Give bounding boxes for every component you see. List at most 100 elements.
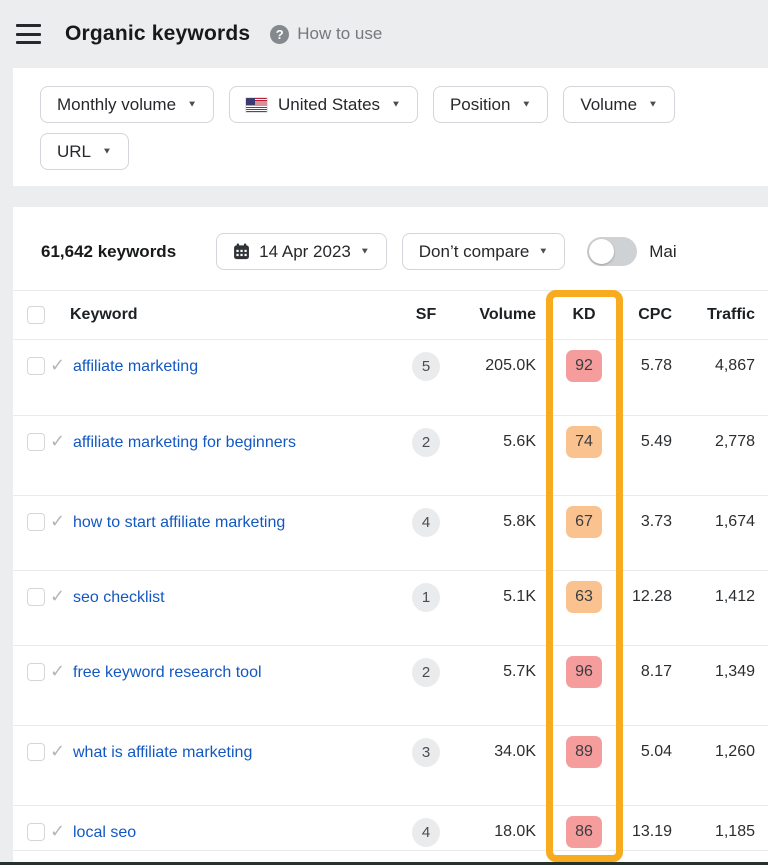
how-to-use-label: How to use: [297, 24, 383, 43]
question-mark-icon: ?: [270, 24, 290, 44]
hamburger-menu-icon[interactable]: [16, 24, 41, 44]
check-icon: ✓: [50, 431, 66, 451]
filter-button[interactable]: Position ▼: [432, 86, 549, 123]
volume-value: 5.1K: [503, 588, 536, 605]
kd-cell: 63: [546, 581, 622, 613]
keyword-cell: local seo: [73, 820, 398, 845]
keyword-link[interactable]: what is affiliate marketing: [73, 744, 253, 761]
filter-button[interactable]: Monthly volume ▼: [40, 86, 214, 123]
row-checkbox[interactable]: [27, 743, 45, 761]
filter-button[interactable]: Volume ▼: [563, 86, 675, 123]
check-icon: ✓: [50, 741, 66, 761]
keyword-link[interactable]: seo checklist: [73, 589, 165, 606]
chevron-down-icon: ▼: [538, 246, 549, 256]
filters-panel: Monthly volume ▼ United States ▼ Positio…: [13, 68, 768, 186]
toggle-label: Main: [649, 241, 677, 261]
serp-features-badge: 1: [412, 582, 440, 612]
toggle-knob: [589, 239, 615, 264]
filter-button[interactable]: United States ▼: [228, 86, 418, 123]
serp-features-badge: 3: [412, 737, 440, 767]
row-checkbox[interactable]: [27, 513, 45, 531]
compare-dropdown-button[interactable]: Don’t compare ▼: [401, 233, 566, 270]
check-icon: ✓: [50, 661, 66, 681]
kd-cell: 67: [546, 506, 622, 538]
table-row: ✓ affiliate marketing for beginners 2 5.…: [13, 416, 768, 496]
kd-badge: 89: [566, 736, 602, 768]
column-header-keyword[interactable]: Keyword: [70, 306, 138, 323]
sf-cell: 4: [398, 817, 454, 847]
column-header-sf[interactable]: SF: [415, 306, 437, 323]
keywords-count: 61,642 keywords: [41, 241, 177, 261]
keyword-link[interactable]: affiliate marketing for beginners: [73, 434, 296, 451]
filter-button-label: Position: [449, 94, 511, 114]
row-checkbox[interactable]: [27, 663, 45, 681]
serp-features-badge: 4: [412, 817, 440, 847]
sf-cell: 2: [398, 427, 454, 457]
kd-cell: 89: [546, 736, 622, 768]
cpc-value: 5.04: [640, 743, 672, 760]
compare-label: Don’t compare: [418, 241, 530, 261]
keyword-link[interactable]: local seo: [73, 824, 137, 841]
check-icon: ✓: [50, 821, 66, 841]
keyword-link[interactable]: affiliate marketing: [73, 358, 199, 375]
column-header-cpc[interactable]: CPC: [638, 306, 672, 323]
kd-badge: 74: [566, 426, 602, 458]
keyword-cell: affiliate marketing for beginners: [73, 430, 398, 455]
app-header: Organic keywords ? How to use: [0, 0, 768, 68]
traffic-value: 1,412: [714, 588, 755, 605]
column-header-volume[interactable]: Volume: [479, 306, 536, 323]
how-to-use-link[interactable]: ? How to use: [270, 24, 382, 44]
us-flag-icon: [244, 96, 268, 113]
date-label: 14 Apr 2023: [259, 241, 351, 261]
chevron-down-icon: ▼: [648, 99, 658, 109]
keyword-link[interactable]: how to start affiliate marketing: [73, 514, 286, 531]
filter-row-secondary: URL ▼: [40, 133, 768, 170]
traffic-value: 1,349: [714, 663, 755, 680]
filter-button-label: United States: [277, 94, 381, 114]
date-picker-button[interactable]: 14 Apr 2023 ▼: [216, 233, 387, 270]
kd-cell: 92: [546, 350, 622, 382]
row-checkbox[interactable]: [27, 588, 45, 606]
bottom-edge-strip: [0, 862, 768, 865]
volume-value: 5.8K: [503, 513, 536, 530]
row-checkbox[interactable]: [27, 823, 45, 841]
check-icon: ✓: [50, 511, 66, 531]
column-header-traffic[interactable]: Traffic: [706, 306, 755, 323]
traffic-value: 4,867: [714, 357, 755, 374]
filter-button-label: Monthly volume: [57, 94, 177, 114]
kd-badge: 92: [566, 350, 602, 382]
sf-cell: 4: [398, 507, 454, 537]
keyword-link[interactable]: free keyword research tool: [73, 664, 262, 681]
main-positions-toggle[interactable]: [587, 237, 638, 266]
check-icon: ✓: [50, 355, 66, 375]
keyword-cell: affiliate marketing: [73, 354, 398, 379]
sf-cell: 2: [398, 657, 454, 687]
filter-button-label: Volume: [580, 94, 638, 114]
serp-features-badge: 2: [412, 427, 440, 457]
table-row: ✓ seo checklist 1 5.1K 63 12.28 1,412: [13, 571, 768, 646]
row-checkbox[interactable]: [27, 357, 45, 375]
keyword-cell: free keyword research tool: [73, 660, 398, 685]
chevron-down-icon: ▼: [521, 99, 532, 109]
cpc-value: 8.17: [640, 663, 672, 680]
keyword-cell: seo checklist: [73, 585, 398, 610]
kd-cell: 96: [546, 656, 622, 688]
keyword-cell: how to start affiliate marketing: [73, 510, 398, 535]
table-toolbar: 61,642 keywords 14 Apr 2023 ▼ Don’t comp…: [13, 207, 768, 270]
filter-row-primary: Monthly volume ▼ United States ▼ Positio…: [40, 86, 768, 123]
traffic-value: 1,674: [714, 513, 755, 530]
traffic-value: 2,778: [714, 433, 755, 450]
select-all-checkbox[interactable]: [27, 306, 45, 324]
keyword-cell: what is affiliate marketing: [73, 740, 398, 765]
cpc-value: 5.78: [640, 357, 672, 374]
filter-button[interactable]: URL ▼: [40, 133, 129, 170]
column-header-kd[interactable]: KD: [572, 306, 596, 323]
kd-cell: 74: [546, 426, 622, 458]
cpc-value: 3.73: [640, 513, 672, 530]
table-row: ✓ what is affiliate marketing 3 34.0K 89…: [13, 726, 768, 806]
kd-cell: 86: [546, 816, 622, 848]
row-checkbox[interactable]: [27, 433, 45, 451]
volume-value: 18.0K: [494, 823, 536, 840]
cpc-value: 5.49: [640, 433, 672, 450]
table-row: ✓ how to start affiliate marketing 4 5.8…: [13, 496, 768, 571]
